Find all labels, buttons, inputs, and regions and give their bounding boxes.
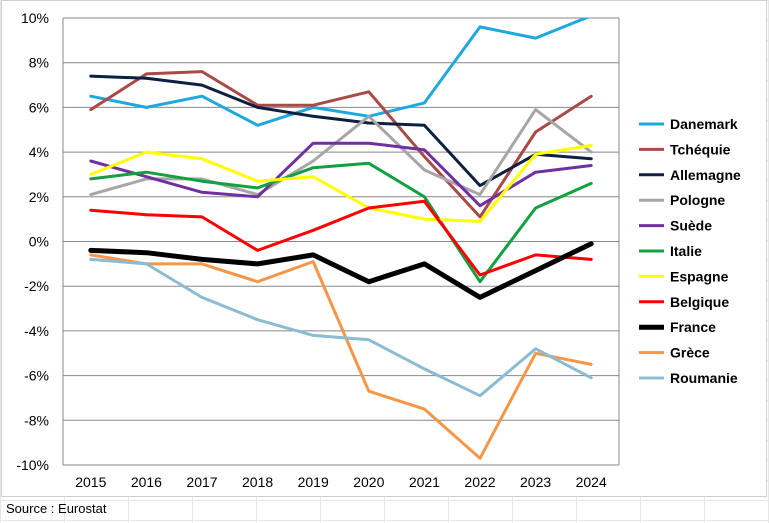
x-tick-label: 2018 bbox=[242, 474, 273, 490]
series-line-france bbox=[88, 241, 594, 300]
legend-label-belgique: Belgique bbox=[670, 294, 729, 310]
legend-label-espagne: Espagne bbox=[670, 268, 729, 284]
source-note: Source : Eurostat bbox=[6, 501, 107, 516]
series-line-tchequie bbox=[89, 70, 593, 219]
series-line-italie bbox=[89, 161, 593, 284]
x-tick-label: 2017 bbox=[186, 474, 217, 490]
legend-label-danemark: Danemark bbox=[670, 116, 738, 132]
legend-label-roumanie: Roumanie bbox=[670, 370, 738, 386]
y-axis-tick-labels: -10% -8% -6% -4% -2% 0% 2% 4% 6% 8% 10% bbox=[16, 10, 49, 473]
legend-label-italie: Italie bbox=[670, 243, 702, 259]
x-tick-label: 2022 bbox=[464, 474, 495, 490]
x-tick-label: 2024 bbox=[576, 474, 607, 490]
legend: Danemark Tchéquie Allemagne Pologne Suède Ita… bbox=[639, 116, 741, 386]
y-tick-label: -6% bbox=[24, 368, 49, 384]
series-line-grece bbox=[89, 253, 593, 460]
series-line-belgique bbox=[89, 199, 593, 277]
legend-label-france: France bbox=[670, 319, 716, 335]
legend-label-suede: Suède bbox=[670, 218, 712, 234]
x-axis-tick-labels: 2015 2016 2017 2018 2019 2020 2021 2022 2023 2024 bbox=[75, 474, 607, 490]
legend-label-grece: Grèce bbox=[670, 345, 710, 361]
y-tick-label: 0% bbox=[29, 234, 49, 250]
x-tick-label: 2023 bbox=[520, 474, 551, 490]
x-tick-label: 2019 bbox=[298, 474, 329, 490]
y-tick-label: 2% bbox=[29, 189, 49, 205]
series-line-roumanie bbox=[89, 257, 593, 398]
y-tick-label: 6% bbox=[29, 99, 49, 115]
series-line-danemark bbox=[89, 18, 590, 127]
x-tick-label: 2015 bbox=[75, 474, 106, 490]
y-tick-label: -4% bbox=[24, 323, 49, 339]
series-line-pologne bbox=[89, 108, 593, 197]
line-chart: -10%-8%-6%-4%-2%0%2%4%6%8%10% 2015 2016 20… bbox=[16, 10, 741, 490]
y-tick-label: -2% bbox=[24, 278, 49, 294]
y-tick-label: -10% bbox=[16, 457, 49, 473]
gridlines bbox=[62, 17, 620, 466]
y-tick-label: -8% bbox=[24, 412, 49, 428]
series-line-allemagne bbox=[89, 74, 593, 188]
chart-area[interactable]: -10% -8% -6% -4% -2% 0% 2% 4% 6% 8% 10% 2015 2016 20… bbox=[1, 0, 767, 497]
x-tick-label: 2021 bbox=[409, 474, 440, 490]
legend-label-tchequie: Tchéquie bbox=[670, 141, 731, 157]
legend-label-allemagne: Allemagne bbox=[670, 167, 741, 183]
series-line-espagne bbox=[89, 143, 593, 223]
legend-label-pologne: Pologne bbox=[670, 192, 725, 208]
y-tick-label: 10% bbox=[21, 10, 49, 26]
x-tick-label: 2020 bbox=[353, 474, 384, 490]
x-tick-label: 2016 bbox=[131, 474, 162, 490]
y-tick-label: 4% bbox=[29, 144, 49, 160]
y-tick-label: 8% bbox=[29, 55, 49, 71]
series-lines bbox=[88, 18, 594, 460]
